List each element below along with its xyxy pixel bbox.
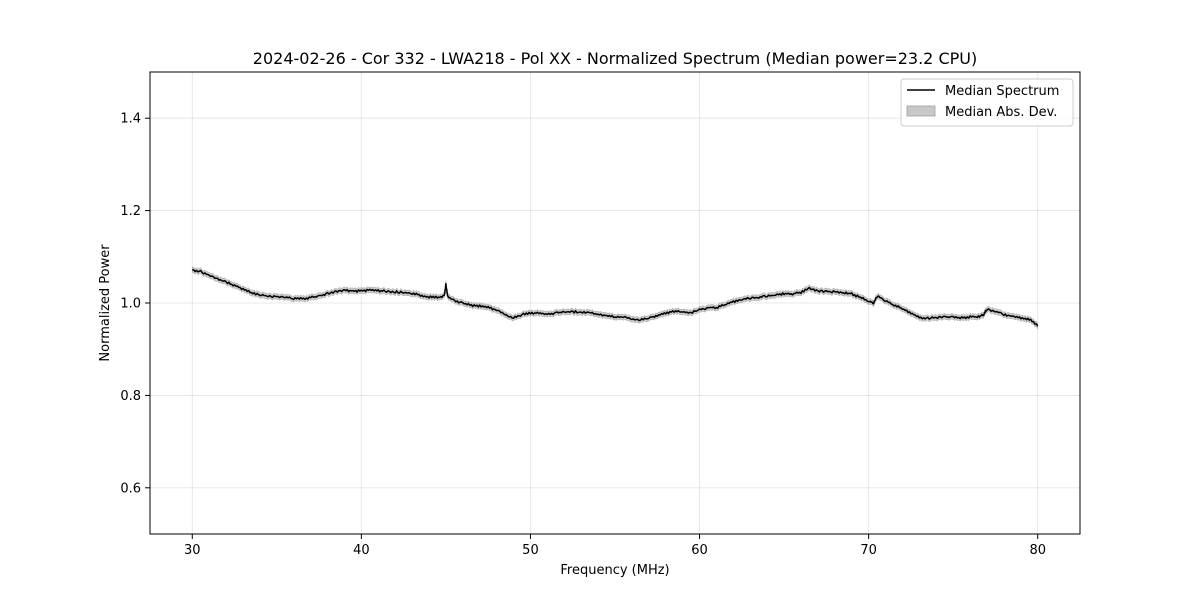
mad-band-layer [192, 266, 1038, 330]
x-tick-label: 60 [691, 543, 708, 558]
y-axis-ticks: 0.6 0.8 1.0 1.2 1.4 [120, 112, 150, 496]
median-abs-dev-band [192, 266, 1038, 330]
y-tick-label: 0.8 [120, 389, 141, 404]
x-tick-label: 40 [353, 543, 370, 558]
legend-band-swatch [906, 105, 936, 117]
grid-lines [150, 72, 1080, 534]
x-tick-label: 30 [184, 543, 201, 558]
legend-label-mad: Median Abs. Dev. [945, 105, 1057, 120]
median-spectrum-line [192, 268, 1039, 327]
y-tick-label: 1.0 [120, 297, 141, 312]
y-tick-label: 1.2 [120, 204, 141, 219]
x-axis-label: Frequency (MHz) [560, 563, 669, 578]
x-tick-label: 50 [522, 543, 539, 558]
spectrum-line-layer [192, 268, 1039, 327]
y-tick-label: 1.4 [120, 112, 141, 127]
y-axis-label: Normalized Power [98, 244, 113, 362]
legend-box [900, 78, 1074, 127]
legend-label-median-spectrum: Median Spectrum [945, 84, 1059, 99]
x-axis-ticks: 30 40 50 60 70 80 [184, 534, 1046, 558]
legend: Median Spectrum Median Abs. Dev. [900, 78, 1074, 127]
x-tick-label: 70 [860, 543, 877, 558]
y-tick-label: 0.6 [120, 481, 141, 496]
chart-title: 2024-02-26 - Cor 332 - LWA218 - Pol XX -… [253, 49, 977, 68]
x-tick-label: 80 [1029, 543, 1046, 558]
